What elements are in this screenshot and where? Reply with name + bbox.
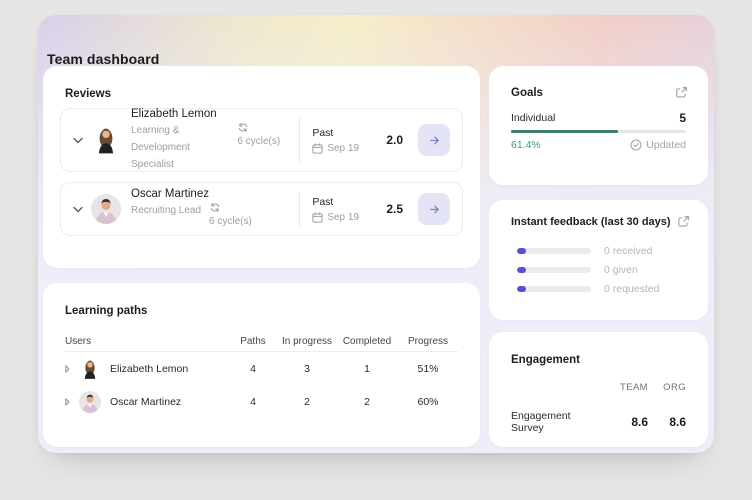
review-period: Past bbox=[312, 195, 334, 208]
engagement-org-score: 8.6 bbox=[669, 415, 686, 429]
review-score: 2.0 bbox=[386, 133, 403, 147]
reviewee-name: Elizabeth Lemon bbox=[131, 107, 217, 120]
reviewee-info: Oscar Martinez Recruiting Lead 6 cycle(s… bbox=[131, 188, 295, 230]
feedback-row: 0 received bbox=[517, 245, 690, 257]
review-row[interactable]: Oscar Martinez Recruiting Lead 6 cycle(s… bbox=[60, 182, 463, 236]
arrow-right-icon bbox=[429, 205, 439, 213]
feedback-bar-fill bbox=[517, 286, 526, 292]
in-progress-count: 3 bbox=[304, 362, 310, 375]
feedback-bar bbox=[517, 248, 591, 254]
external-link-icon[interactable] bbox=[677, 215, 690, 228]
feedback-row: 0 given bbox=[517, 264, 690, 276]
divider bbox=[299, 118, 301, 162]
engagement-header: TEAM ORG bbox=[511, 382, 686, 393]
goals-percent: 61.4% bbox=[511, 139, 541, 151]
goals-progress-fill bbox=[511, 130, 619, 133]
goals-status: Updated bbox=[630, 139, 686, 151]
page-title: Team dashboard bbox=[47, 51, 160, 67]
divider bbox=[299, 192, 301, 226]
review-period-block: Past Sep 19 bbox=[312, 127, 386, 154]
repeat-icon bbox=[238, 122, 248, 132]
paths-count: 4 bbox=[250, 395, 256, 408]
in-progress-count: 2 bbox=[304, 395, 310, 408]
engagement-title: Engagement bbox=[511, 354, 581, 366]
paths-count: 4 bbox=[250, 362, 256, 375]
review-date: Sep 19 bbox=[327, 142, 360, 154]
repeat-icon bbox=[210, 202, 220, 213]
avatar bbox=[79, 390, 101, 413]
column-team: TEAM bbox=[620, 382, 648, 393]
reviews-card: Reviews Elizabeth Lemon Learning & Devel… bbox=[43, 66, 480, 268]
goals-status-label: Updated bbox=[646, 139, 686, 151]
completed-count: 1 bbox=[364, 362, 370, 375]
user-name: Oscar Martinez bbox=[110, 395, 182, 408]
goals-category: Individual bbox=[511, 112, 556, 124]
review-score: 2.5 bbox=[386, 202, 403, 216]
engagement-card: Engagement TEAM ORG Engagement Survey 8.… bbox=[489, 332, 708, 447]
review-period-block: Past Sep 19 bbox=[312, 196, 386, 223]
column-in-progress: In progress bbox=[281, 335, 333, 347]
completed-count: 2 bbox=[364, 395, 370, 408]
goals-card: Goals Individual 5 61.4% Updated bbox=[489, 66, 708, 185]
column-paths: Paths bbox=[240, 335, 266, 347]
review-cycles-label: 6 cycle(s) bbox=[209, 216, 252, 227]
reviews-title: Reviews bbox=[65, 88, 112, 100]
goals-progress-bar bbox=[511, 130, 686, 133]
feedback-bar bbox=[517, 286, 591, 292]
review-date: Sep 19 bbox=[327, 211, 360, 223]
arrow-right-icon bbox=[429, 136, 439, 144]
goals-title: Goals bbox=[511, 86, 543, 99]
column-progress: Progress bbox=[407, 335, 448, 347]
review-cycles: 6 cycle(s) bbox=[209, 202, 252, 230]
goals-count: 5 bbox=[679, 111, 686, 125]
review-cycles-label: 6 cycle(s) bbox=[237, 135, 281, 147]
feedback-title: Instant feedback (last 30 days) bbox=[511, 215, 671, 228]
column-users: Users bbox=[65, 335, 92, 347]
table-row: Elizabeth Lemon 4 3 1 51% bbox=[65, 352, 458, 385]
open-review-button[interactable] bbox=[418, 124, 450, 156]
chevron-down-icon[interactable] bbox=[73, 137, 83, 144]
review-cycles: 6 cycle(s) bbox=[237, 122, 295, 173]
feedback-bar-fill bbox=[517, 267, 526, 273]
check-circle-icon bbox=[630, 139, 642, 151]
engagement-row: Engagement Survey 8.6 8.6 bbox=[511, 410, 686, 434]
feedback-card: Instant feedback (last 30 days) 0 receiv… bbox=[489, 200, 708, 320]
chevron-down-icon[interactable] bbox=[73, 206, 83, 213]
user-name: Elizabeth Lemon bbox=[110, 362, 189, 375]
reviewee-name: Oscar Martinez bbox=[131, 188, 209, 200]
open-review-button[interactable] bbox=[418, 193, 450, 225]
engagement-team-score: 8.6 bbox=[631, 415, 648, 429]
learning-paths-table: Users Paths In progress Completed Progre… bbox=[65, 331, 458, 418]
column-completed: Completed bbox=[342, 335, 392, 347]
external-link-icon[interactable] bbox=[675, 86, 688, 99]
table-row: Oscar Martinez 4 2 2 60% bbox=[65, 385, 458, 418]
review-row[interactable]: Elizabeth Lemon Learning & Development S… bbox=[60, 108, 463, 172]
feedback-bar bbox=[517, 267, 591, 273]
avatar bbox=[91, 194, 121, 224]
feedback-label: 0 given bbox=[604, 264, 638, 276]
feedback-label: 0 received bbox=[604, 245, 653, 257]
caret-right-icon[interactable] bbox=[65, 397, 70, 406]
calendar-icon bbox=[312, 212, 323, 223]
engagement-survey-label: Engagement Survey bbox=[511, 410, 571, 434]
progress-value: 51% bbox=[417, 362, 439, 375]
feedback-label: 0 requested bbox=[604, 283, 660, 295]
calendar-icon bbox=[312, 143, 323, 154]
column-org: ORG bbox=[663, 382, 686, 393]
feedback-bar-fill bbox=[517, 248, 526, 254]
reviewee-info: Elizabeth Lemon Learning & Development S… bbox=[131, 108, 295, 173]
feedback-row: 0 requested bbox=[517, 283, 690, 295]
reviewee-role: Recruiting Lead bbox=[131, 205, 202, 216]
dashboard-container: Team dashboard Reviews Elizabeth Lemon L… bbox=[38, 15, 714, 453]
avatar bbox=[79, 358, 101, 380]
reviewee-role: Learning & Development Specialist bbox=[131, 124, 190, 170]
learning-paths-card: Learning paths Users Paths In progress C… bbox=[43, 283, 480, 447]
avatar bbox=[91, 125, 121, 155]
caret-right-icon[interactable] bbox=[65, 364, 70, 373]
progress-value: 60% bbox=[417, 395, 439, 408]
learning-paths-title: Learning paths bbox=[65, 305, 148, 317]
table-header: Users Paths In progress Completed Progre… bbox=[65, 331, 458, 352]
review-period: Past bbox=[312, 126, 334, 139]
